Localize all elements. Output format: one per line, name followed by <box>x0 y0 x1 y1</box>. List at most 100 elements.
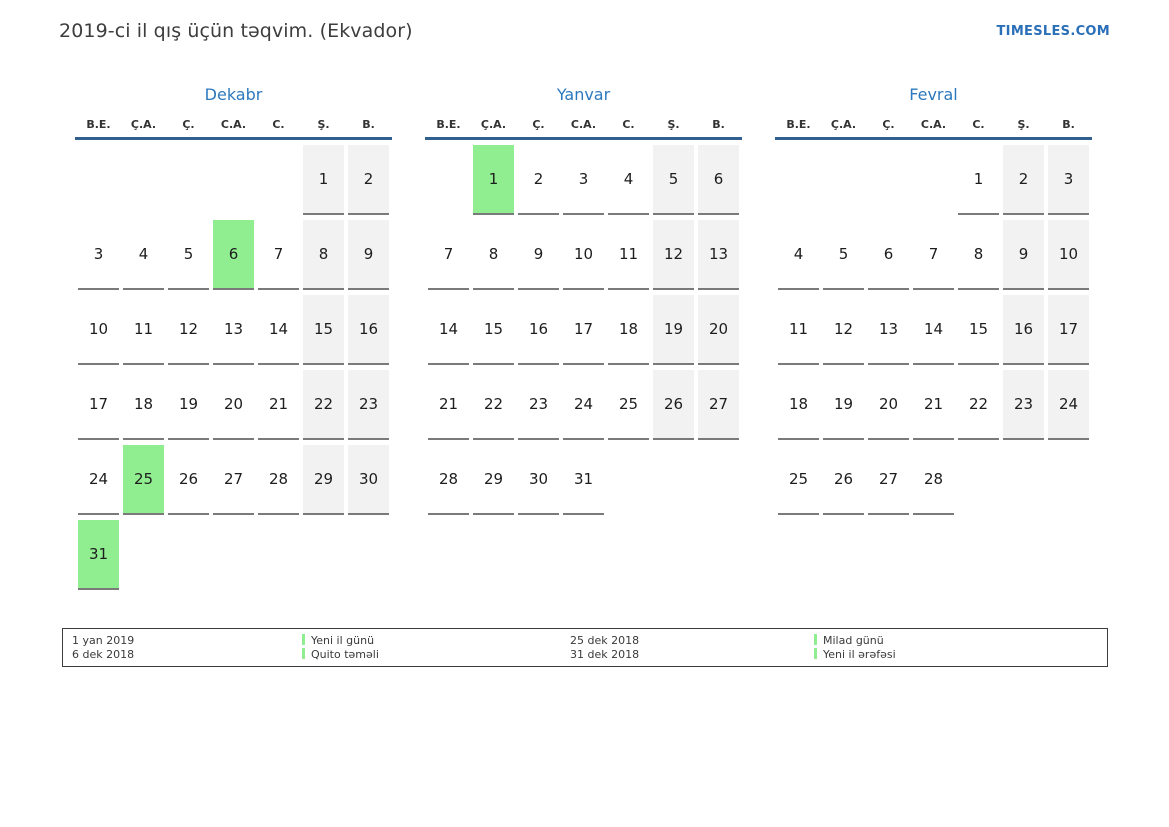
weekend-day-cell: 13 <box>698 220 739 290</box>
empty-cell <box>213 145 254 215</box>
day-cell: 4 <box>778 220 819 290</box>
day-cell: 26 <box>168 445 209 515</box>
empty-cell <box>653 445 694 515</box>
day-cell: 4 <box>123 220 164 290</box>
weekend-day-cell: 2 <box>1003 145 1044 215</box>
weekend-day-cell: 16 <box>348 295 389 365</box>
day-cell: 29 <box>473 445 514 515</box>
weekend-day-cell: 1 <box>303 145 344 215</box>
day-cell: 28 <box>428 445 469 515</box>
empty-cell <box>258 520 299 590</box>
day-cell: 7 <box>428 220 469 290</box>
day-cell: 14 <box>428 295 469 365</box>
weekday-label: Ş. <box>1017 118 1030 131</box>
holiday-marker-icon <box>302 634 305 645</box>
weekday-label: C.A. <box>570 118 597 131</box>
holiday-day-cell: 31 <box>78 520 119 590</box>
weekend-day-cell: 8 <box>303 220 344 290</box>
day-cell: 20 <box>868 370 909 440</box>
day-cell: 18 <box>123 370 164 440</box>
empty-cell <box>213 520 254 590</box>
weekend-day-cell: 29 <box>303 445 344 515</box>
legend-label: Yeni il ərəfəsi <box>814 648 1107 661</box>
weekend-day-cell: 6 <box>698 145 739 215</box>
empty-cell <box>778 145 819 215</box>
weekday-label: B. <box>1062 118 1075 131</box>
day-cell: 10 <box>78 295 119 365</box>
holiday-day-cell: 25 <box>123 445 164 515</box>
weekday-label: Ç.A. <box>130 118 157 131</box>
holiday-marker-icon <box>814 634 817 645</box>
day-cell: 12 <box>168 295 209 365</box>
month-title: Yanvar <box>556 85 611 104</box>
empty-cell <box>428 145 469 215</box>
legend-date: 31 dek 2018 <box>570 648 640 661</box>
holiday-day-cell: 6 <box>213 220 254 290</box>
day-cell: 11 <box>778 295 819 365</box>
weekend-day-cell: 15 <box>303 295 344 365</box>
weekend-day-cell: 26 <box>653 370 694 440</box>
empty-cell <box>303 520 344 590</box>
day-cell: 3 <box>78 220 119 290</box>
day-cell: 25 <box>778 445 819 515</box>
day-cell: 22 <box>473 370 514 440</box>
weekday-label: C. <box>972 118 985 131</box>
weekend-day-cell: 2 <box>348 145 389 215</box>
weekday-label: Ç. <box>882 118 895 131</box>
empty-cell <box>123 520 164 590</box>
weekend-day-cell: 30 <box>348 445 389 515</box>
weekend-day-cell: 10 <box>1048 220 1089 290</box>
weekend-day-cell: 22 <box>303 370 344 440</box>
empty-cell <box>168 145 209 215</box>
legend-group: 1 yan 2019 Yeni il günü 6 dek 2018 Quito tə… <box>63 629 561 666</box>
site-link[interactable]: TIMESLES.COM <box>996 24 1110 39</box>
empty-cell <box>608 445 649 515</box>
day-cell: 24 <box>78 445 119 515</box>
weekday-label: Ç.A. <box>480 118 507 131</box>
day-cell: 23 <box>518 370 559 440</box>
holiday-day-cell: 1 <box>473 145 514 215</box>
weekend-day-cell: 5 <box>653 145 694 215</box>
day-cell: 13 <box>868 295 909 365</box>
empty-cell <box>78 145 119 215</box>
month-title: Fevral <box>909 85 958 104</box>
weekday-header-row: B.E. Ç.A. Ç. C.A. C. Ş. B. <box>75 118 392 131</box>
weekend-day-cell: 23 <box>348 370 389 440</box>
weekday-label: B.E. <box>786 118 811 131</box>
legend-label: Milad günü <box>814 634 1107 647</box>
day-cell: 13 <box>213 295 254 365</box>
day-cell: 19 <box>168 370 209 440</box>
empty-cell <box>123 145 164 215</box>
day-cell: 16 <box>518 295 559 365</box>
legend-label: Quito təməli <box>302 648 561 661</box>
weekday-label: C.A. <box>920 118 947 131</box>
weekday-label: B.E. <box>86 118 111 131</box>
empty-cell <box>1048 445 1089 515</box>
weekend-day-cell: 9 <box>348 220 389 290</box>
month-title: Dekabr <box>204 85 263 104</box>
weekday-header-row: B.E. Ç.A. Ç. C.A. C. Ş. B. <box>425 118 742 131</box>
legend-box: 1 yan 2019 Yeni il günü 6 dek 2018 Quito tə… <box>62 628 1108 667</box>
day-cell: 28 <box>258 445 299 515</box>
weekday-label: B. <box>362 118 375 131</box>
day-cell: 3 <box>563 145 604 215</box>
day-cell: 2 <box>518 145 559 215</box>
month-yanvar: Yanvar B.E. Ç.A. Ç. C.A. C. Ş. B. 1 2 3 4 5 6 7 8 9 10 11 1… <box>425 85 742 515</box>
day-cell: 12 <box>823 295 864 365</box>
day-cell: 14 <box>913 295 954 365</box>
weekday-label: Ç.A. <box>830 118 857 131</box>
day-cell: 21 <box>258 370 299 440</box>
day-cell: 5 <box>168 220 209 290</box>
empty-cell <box>958 445 999 515</box>
day-cell: 30 <box>518 445 559 515</box>
weekday-label: Ç. <box>182 118 195 131</box>
empty-cell <box>348 520 389 590</box>
day-cell: 27 <box>868 445 909 515</box>
weekend-day-cell: 12 <box>653 220 694 290</box>
weekend-day-cell: 23 <box>1003 370 1044 440</box>
legend-date: 25 dek 2018 <box>570 634 640 647</box>
day-cell: 27 <box>213 445 254 515</box>
weekday-label: B. <box>712 118 725 131</box>
weekend-day-cell: 27 <box>698 370 739 440</box>
day-cell: 4 <box>608 145 649 215</box>
